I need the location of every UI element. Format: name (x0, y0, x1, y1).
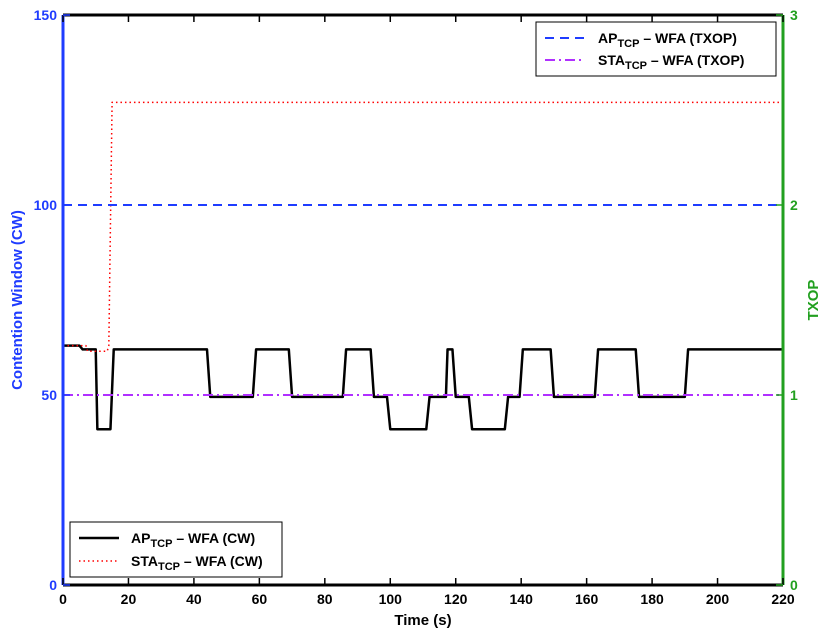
legend-label-ap-txop: APTCP – WFA (TXOP) (598, 30, 737, 50)
legend-label-sub: TCP (150, 538, 172, 550)
legend-label-rest: – WFA (CW) (180, 553, 263, 569)
legend-label-sub: TCP (158, 561, 180, 573)
x-tick-label: 180 (640, 591, 664, 607)
legend-label-sub: TCP (617, 38, 639, 50)
x-tick-label: 100 (379, 591, 403, 607)
y-right-tick-label: 3 (790, 7, 798, 23)
x-tick-label: 200 (706, 591, 730, 607)
y-left-tick-label: 50 (41, 387, 57, 403)
y-left-tick-label: 100 (34, 197, 58, 213)
y-axis-left-title: Contention Window (CW) (9, 210, 26, 390)
legend-label-ap-cw: APTCP – WFA (CW) (131, 530, 255, 550)
legend-label-base: AP (598, 30, 617, 46)
x-tick-label: 160 (575, 591, 599, 607)
legend-label-sta-txop: STATCP – WFA (TXOP) (598, 52, 744, 72)
legend-label-sta-cw: STATCP – WFA (CW) (131, 553, 263, 573)
legend-label-rest: – WFA (CW) (172, 530, 255, 546)
ticks-layer: 0 20 40 60 80 100 120 140 160 180 200 2200501001500… (34, 7, 798, 607)
x-axis-title: Time (s) (394, 612, 451, 629)
legend-bottom-left-box (69, 521, 283, 578)
y-axis-right-title: TXOP (805, 280, 822, 321)
x-tick-label: 60 (252, 591, 268, 607)
y-right-tick-label: 0 (790, 577, 798, 593)
x-tick-label: 40 (186, 591, 202, 607)
legend-bottom-left: APTCP – WFA (CW) STATCP – WFA (CW) (69, 521, 283, 578)
legend-top-right-box (535, 21, 777, 77)
series-line-ap-cw (63, 344, 783, 431)
y-left-tick-label: 0 (49, 577, 57, 593)
legend-label-sub: TCP (625, 60, 647, 72)
x-tick-label: 220 (771, 591, 795, 607)
legend-top-right: APTCP – WFA (TXOP) STATCP – WFA (TXOP) (535, 21, 777, 77)
y-right-tick-label: 1 (790, 387, 798, 403)
legend-label-base: STA (598, 52, 625, 68)
legend-label-base: STA (131, 553, 158, 569)
series-line-sta-cw (63, 101, 783, 353)
y-left-tick-label: 150 (34, 7, 58, 23)
legend-label-base: AP (131, 530, 150, 546)
y-right-tick-label: 2 (790, 197, 798, 213)
x-tick-label: 20 (121, 591, 137, 607)
series-layer (63, 101, 783, 431)
x-tick-label: 80 (317, 591, 333, 607)
x-tick-label: 120 (444, 591, 468, 607)
legend-label-rest: – WFA (TXOP) (647, 52, 744, 68)
plot-area (63, 15, 783, 585)
x-tick-label: 0 (59, 591, 67, 607)
legend-label-rest: – WFA (TXOP) (639, 30, 736, 46)
x-tick-label: 140 (510, 591, 534, 607)
